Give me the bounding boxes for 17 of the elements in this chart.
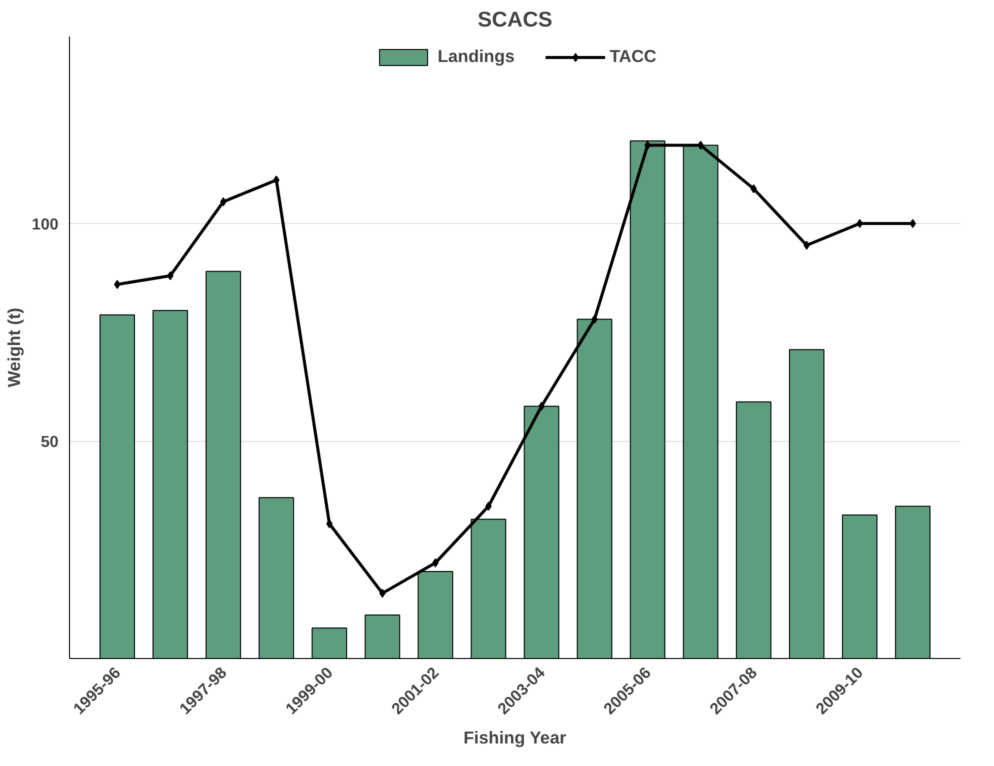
x-axis-title: Fishing Year: [463, 727, 566, 748]
point: [432, 558, 439, 568]
legend-label: TACC: [610, 46, 656, 67]
point: [379, 588, 386, 598]
legend-label: Landings: [438, 46, 515, 67]
point: [273, 176, 280, 185]
y-axis-title: Weight (t): [4, 308, 24, 388]
y-tick-label: 50: [40, 434, 59, 452]
point: [485, 502, 492, 511]
point: [697, 140, 704, 150]
y-tick-label: 100: [32, 216, 59, 234]
point: [538, 402, 545, 411]
chart-title: SCACS: [478, 8, 552, 32]
point: [591, 314, 598, 324]
point: [326, 519, 333, 528]
point: [644, 140, 651, 150]
point: [750, 184, 757, 194]
